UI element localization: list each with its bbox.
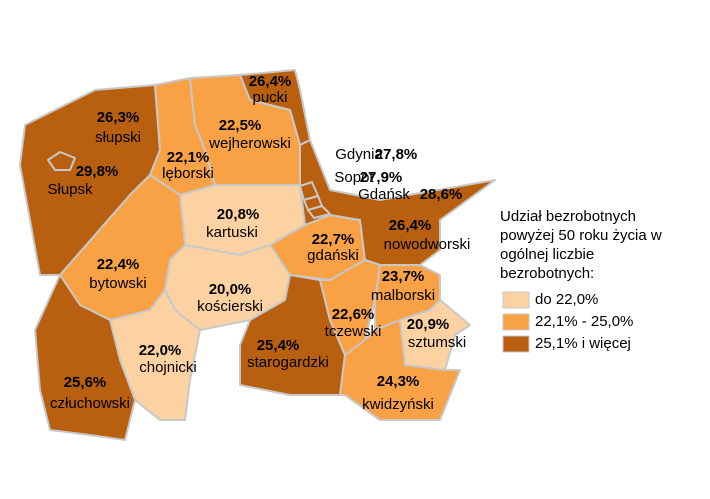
region-name: Słupsk [47,181,93,198]
region-name: starogardzki [247,354,329,371]
region-name: tczewski [325,323,382,340]
region-value: 27,8% [375,146,418,163]
region-value: 26,4% [249,73,292,90]
region-name: Gdańsk [358,186,410,203]
region-name: bytowski [89,275,147,292]
region-name: sztumski [408,334,466,351]
region-value: 27,9% [360,169,403,186]
region-value: 22,5% [219,117,262,134]
legend-swatch [502,291,530,309]
region-name: malborski [371,287,435,304]
region-name: Gdynia [335,146,383,163]
region [34,274,136,441]
legend-label: do 22,0% [535,291,598,308]
region-value: 20,8% [217,206,260,223]
region-name: kościerski [197,298,263,315]
region-value: 22,0% [139,342,182,359]
region-name: człuchowski [50,395,130,412]
region-name: Sopot [334,169,374,186]
region-value: 23,7% [382,268,425,285]
region-value: 26,3% [97,109,140,126]
legend-swatch [502,313,530,331]
region [47,151,76,171]
region-name: słupski [95,129,141,146]
region-name: gdański [307,247,359,264]
region-value: 25,6% [64,374,107,391]
region-name: kartuski [206,224,258,241]
region-value: 20,9% [407,316,450,333]
legend-label: 22,1% - 25,0% [535,313,633,330]
region-name: wejherowski [208,135,291,152]
region-value: 22,6% [332,306,375,323]
region-value: 22,1% [167,149,210,166]
region-value: 20,0% [209,281,252,298]
region-name: nowodworski [384,236,471,253]
region-value: 25,4% [257,337,300,354]
region-name: pucki [252,89,287,106]
legend-swatch [502,335,530,353]
region-name: kwidzyński [362,396,434,413]
region-value: 22,7% [312,231,355,248]
region-value: 22,4% [97,256,140,273]
region-value: 28,6% [420,186,463,203]
region-value: 24,3% [377,373,420,390]
region [307,205,331,219]
region-name: lęborski [162,165,214,182]
region [339,319,461,421]
region-name: chojnicki [139,359,197,376]
legend-label: 25,1% i więcej [535,335,631,352]
region-value: 26,4% [389,217,432,234]
legend-title: Udział bezrobotnych powyżej 50 roku życi… [500,208,662,282]
region-value: 29,8% [76,163,119,180]
